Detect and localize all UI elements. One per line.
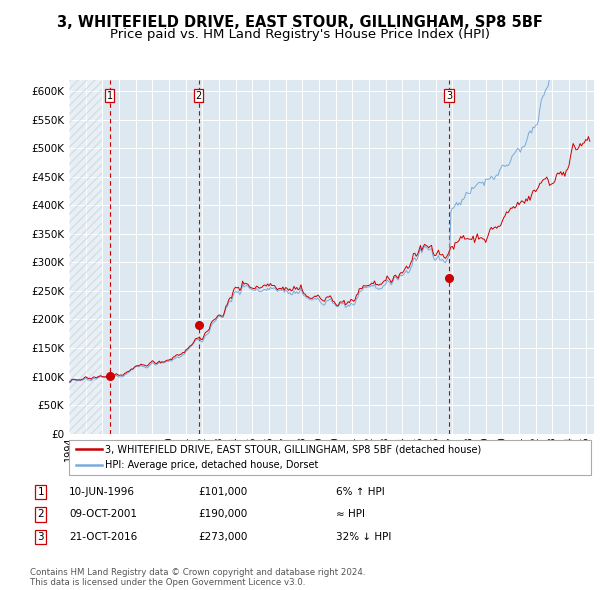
Text: HPI: Average price, detached house, Dorset: HPI: Average price, detached house, Dors… (105, 460, 319, 470)
Text: 6% ↑ HPI: 6% ↑ HPI (336, 487, 385, 497)
Text: 1: 1 (107, 91, 113, 100)
Bar (69, 80, 103, 434)
Text: 09-OCT-2001: 09-OCT-2001 (69, 510, 137, 519)
Text: 1: 1 (37, 487, 44, 497)
Text: £101,000: £101,000 (198, 487, 247, 497)
Text: Contains HM Land Registry data © Crown copyright and database right 2024.
This d: Contains HM Land Registry data © Crown c… (30, 568, 365, 587)
Text: £190,000: £190,000 (198, 510, 247, 519)
Text: 10-JUN-1996: 10-JUN-1996 (69, 487, 135, 497)
Text: £273,000: £273,000 (198, 532, 247, 542)
Text: 32% ↓ HPI: 32% ↓ HPI (336, 532, 391, 542)
Text: Price paid vs. HM Land Registry's House Price Index (HPI): Price paid vs. HM Land Registry's House … (110, 28, 490, 41)
Text: 3: 3 (37, 532, 44, 542)
Text: 3: 3 (446, 91, 452, 100)
Text: 2: 2 (196, 91, 202, 100)
Text: 21-OCT-2016: 21-OCT-2016 (69, 532, 137, 542)
Text: 3, WHITEFIELD DRIVE, EAST STOUR, GILLINGHAM, SP8 5BF: 3, WHITEFIELD DRIVE, EAST STOUR, GILLING… (57, 15, 543, 30)
Text: ≈ HPI: ≈ HPI (336, 510, 365, 519)
Text: 2: 2 (37, 510, 44, 519)
Text: 3, WHITEFIELD DRIVE, EAST STOUR, GILLINGHAM, SP8 5BF (detached house): 3, WHITEFIELD DRIVE, EAST STOUR, GILLING… (105, 444, 481, 454)
